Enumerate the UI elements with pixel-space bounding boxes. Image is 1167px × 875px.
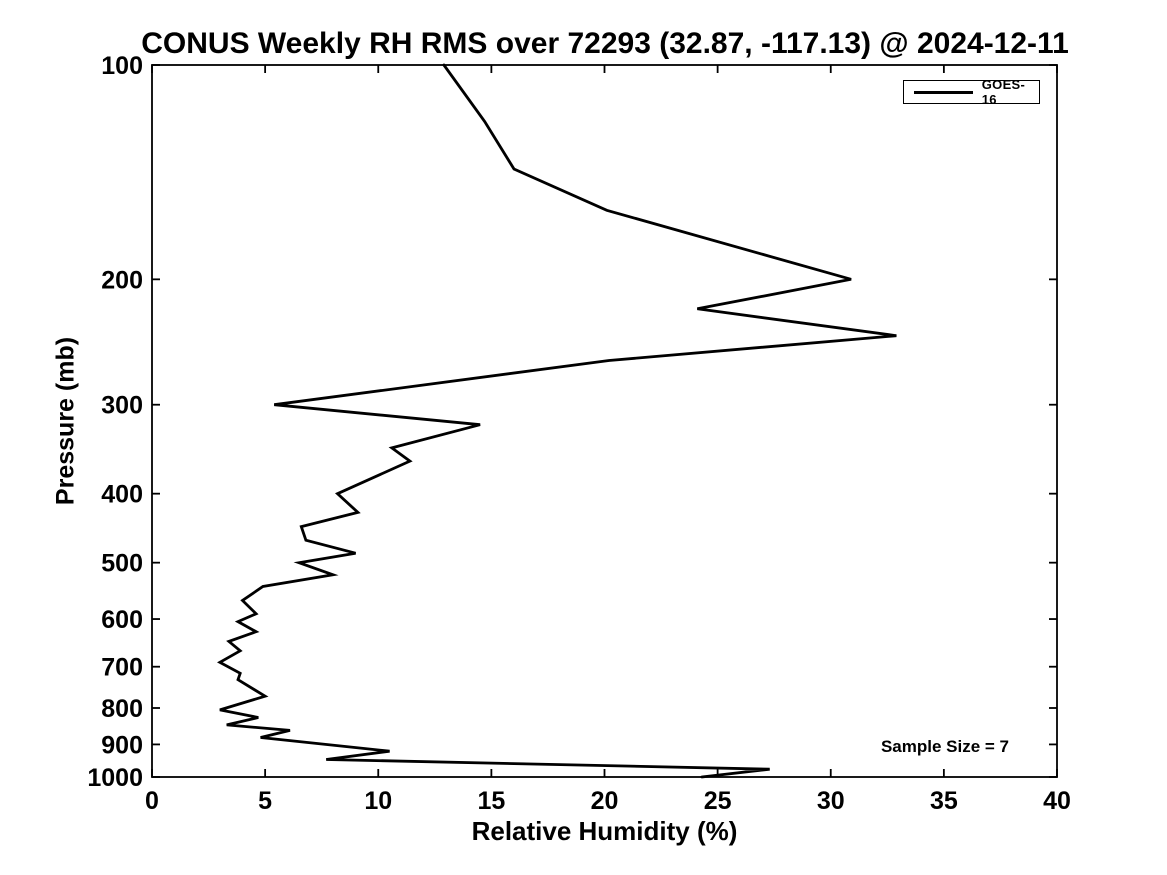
x-tick-label: 20 xyxy=(591,787,619,815)
axes-frame xyxy=(151,64,1058,778)
y-axis-label: Pressure (mb) xyxy=(51,336,80,506)
legend: GOES-16 xyxy=(903,77,1040,107)
y-tick-label: 500 xyxy=(101,550,143,578)
x-axis-label: Relative Humidity (%) xyxy=(471,816,738,846)
sample-size-annotation: Sample Size = 7 xyxy=(880,737,1010,756)
x-tick-label: 40 xyxy=(1043,787,1071,815)
y-tick-label: 1000 xyxy=(87,764,143,792)
y-tick-label: 100 xyxy=(101,52,143,80)
y-tick-label: 800 xyxy=(101,695,143,723)
x-tick-label: 25 xyxy=(704,787,732,815)
x-tick-label: 30 xyxy=(817,787,845,815)
chart-title: CONUS Weekly RH RMS over 72293 (32.87, -… xyxy=(141,27,1069,60)
y-tick-label: 600 xyxy=(101,606,143,634)
y-tick-label: 200 xyxy=(101,266,143,294)
x-tick-label: 15 xyxy=(477,787,505,815)
x-tick-label: 10 xyxy=(364,787,392,815)
x-tick-label: 35 xyxy=(930,787,958,815)
legend-label: GOES-16 xyxy=(981,77,1026,107)
y-tick-label: 300 xyxy=(101,392,143,420)
legend-line-sample xyxy=(914,90,973,94)
y-tick-label: 900 xyxy=(101,731,143,759)
data-line-goes-16 xyxy=(217,63,897,779)
y-tick-label: 700 xyxy=(101,654,143,682)
x-tick-label: 5 xyxy=(258,787,272,815)
y-tick-label: 400 xyxy=(101,481,143,509)
x-tick-label: 0 xyxy=(145,787,159,815)
